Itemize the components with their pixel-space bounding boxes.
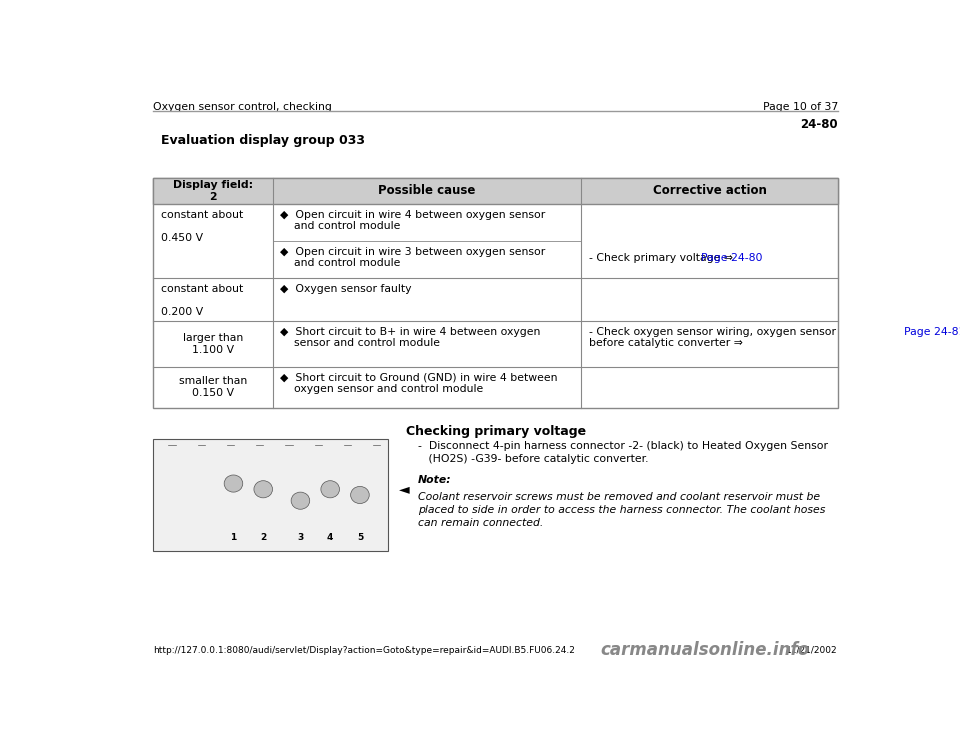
Text: ◆  Short circuit to B+ in wire 4 between oxygen
    sensor and control module: ◆ Short circuit to B+ in wire 4 between … (280, 326, 540, 348)
Text: 2: 2 (260, 533, 266, 542)
Text: Corrective action: Corrective action (653, 184, 766, 197)
Text: carmanualsonline.info: carmanualsonline.info (600, 641, 809, 659)
Ellipse shape (291, 492, 310, 509)
Ellipse shape (350, 487, 370, 504)
Text: smaller than
0.150 V: smaller than 0.150 V (179, 376, 247, 398)
Text: - Check primary voltage ⇒: - Check primary voltage ⇒ (588, 253, 736, 263)
Bar (154, 439, 388, 551)
Ellipse shape (321, 481, 340, 498)
Text: Evaluation display group 033: Evaluation display group 033 (161, 134, 365, 147)
Text: -  Disconnect 4-pin harness connector -2- (black) to Heated Oxygen Sensor: - Disconnect 4-pin harness connector -2-… (418, 441, 828, 451)
Text: Page 24-80: Page 24-80 (701, 253, 762, 263)
Text: constant about

0.200 V: constant about 0.200 V (161, 284, 243, 317)
Text: http://127.0.0.1:8080/audi/servlet/Display?action=Goto&type=repair&id=AUDI.B5.FU: http://127.0.0.1:8080/audi/servlet/Displ… (154, 646, 575, 654)
Text: Page 10 of 37: Page 10 of 37 (762, 102, 838, 111)
Text: constant about

0.450 V: constant about 0.450 V (161, 209, 243, 243)
Text: 1: 1 (230, 533, 236, 542)
Text: Oxygen sensor control, checking: Oxygen sensor control, checking (154, 102, 332, 111)
Text: ◄: ◄ (399, 482, 410, 496)
Text: larger than
1.100 V: larger than 1.100 V (182, 333, 243, 355)
Text: (HO2S) -G39- before catalytic converter.: (HO2S) -G39- before catalytic converter. (418, 453, 648, 464)
Text: ◆  Open circuit in wire 3 between oxygen sensor
    and control module: ◆ Open circuit in wire 3 between oxygen … (280, 247, 545, 269)
Text: 3: 3 (298, 533, 303, 542)
Text: Display field:
2: Display field: 2 (173, 180, 253, 202)
Text: Note:: Note: (418, 476, 451, 485)
Bar (154, 177, 838, 204)
Ellipse shape (225, 475, 243, 492)
Text: can remain connected.: can remain connected. (418, 518, 543, 528)
Text: Checking primary voltage: Checking primary voltage (406, 425, 586, 438)
Text: Coolant reservoir screws must be removed and coolant reservoir must be: Coolant reservoir screws must be removed… (418, 493, 820, 502)
Text: 24-80: 24-80 (801, 117, 838, 131)
Text: ◆  Open circuit in wire 4 between oxygen sensor
    and control module: ◆ Open circuit in wire 4 between oxygen … (280, 209, 545, 232)
Text: ◆  Short circuit to Ground (GND) in wire 4 between
    oxygen sensor and control: ◆ Short circuit to Ground (GND) in wire … (280, 372, 558, 394)
Text: 11/21/2002: 11/21/2002 (786, 646, 838, 654)
Text: 5: 5 (357, 533, 363, 542)
Bar (154, 177, 838, 408)
Text: 4: 4 (327, 533, 333, 542)
Text: - Check oxygen sensor wiring, oxygen sensor
before catalytic converter ⇒: - Check oxygen sensor wiring, oxygen sen… (588, 326, 836, 348)
Text: ◆  Oxygen sensor faulty: ◆ Oxygen sensor faulty (280, 284, 412, 294)
Text: Page 24-81: Page 24-81 (903, 326, 960, 337)
Text: placed to side in order to access the harness connector. The coolant hoses: placed to side in order to access the ha… (418, 505, 825, 515)
Ellipse shape (253, 481, 273, 498)
Text: Possible cause: Possible cause (378, 184, 475, 197)
